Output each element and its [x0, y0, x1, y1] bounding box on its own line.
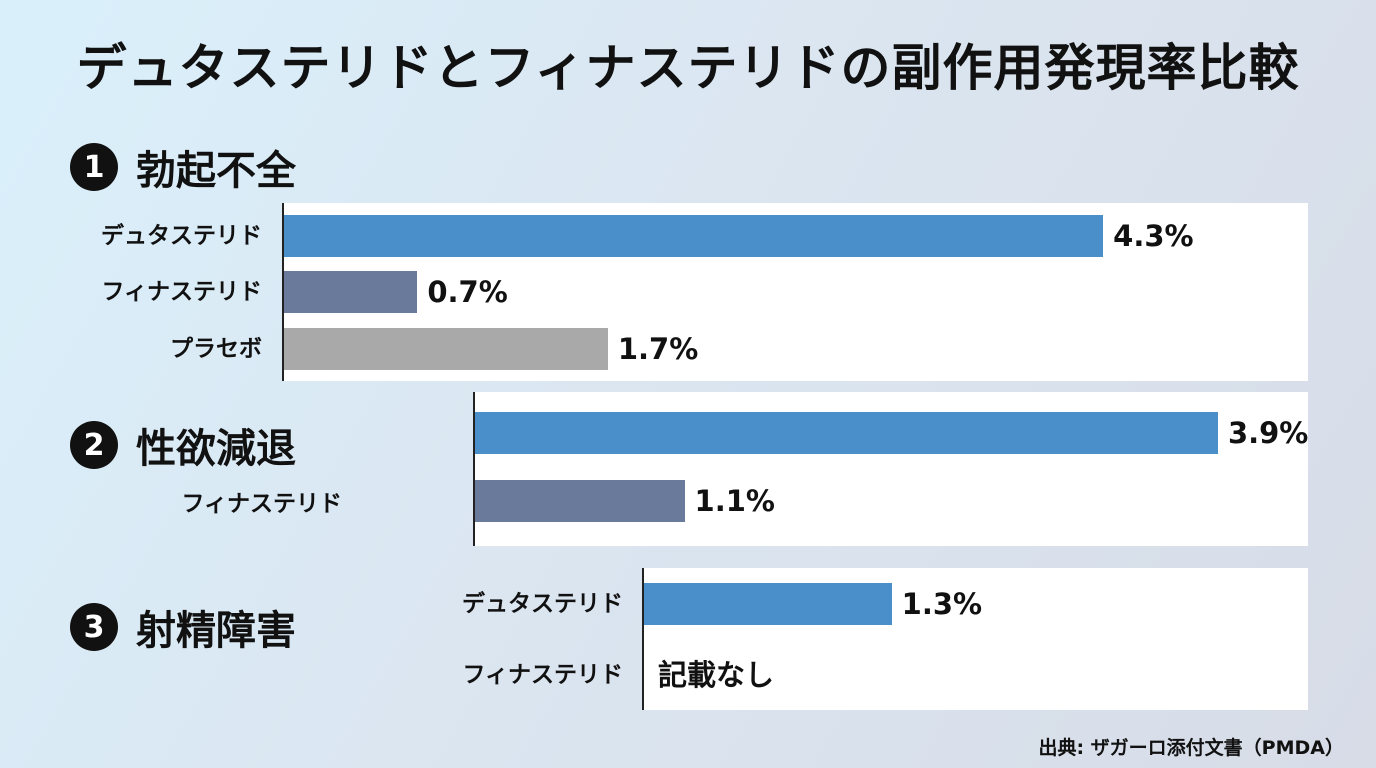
bar: [644, 583, 892, 625]
category-label: フィナステリド: [181, 491, 342, 517]
section-3-header: 3 射精障害: [70, 598, 296, 656]
value-label: 3.9%: [1227, 416, 1309, 450]
chart-panel-libido-decrease: 3.9% 1.1%: [473, 392, 1308, 546]
value-label: 1.3%: [901, 587, 983, 621]
value-label: 1.1%: [694, 484, 775, 518]
bar: [475, 412, 1218, 454]
section-1-header: 1 勃起不全: [70, 138, 296, 196]
section-title: 射精障害: [136, 608, 296, 654]
section-2-header: 2 性欲減退: [70, 416, 296, 474]
not-listed-note: 記載なし: [658, 658, 775, 692]
category-label: デュタステリド: [462, 591, 623, 617]
section-title: 性欲減退: [136, 426, 296, 472]
bar: [284, 271, 418, 313]
chart-panel-ejaculation-disorder: 記載なし 1.3%: [642, 568, 1308, 710]
value-label: 0.7%: [427, 275, 508, 309]
value-label: 1.7%: [617, 332, 699, 366]
value-label: 4.3%: [1113, 219, 1194, 253]
page-title: デュタステリドとフィナステリドの副作用発現率比較: [76, 39, 1300, 97]
category-label: フィナステリド: [462, 662, 623, 688]
category-label: フィナステリド: [101, 279, 262, 305]
section-number-badge: 1: [70, 143, 118, 191]
bar: [284, 328, 608, 370]
section-number-badge: 2: [70, 421, 118, 469]
category-label: プラセボ: [170, 336, 262, 362]
source-note: 出典: ザガーロ添付文書（PMDA）: [1038, 737, 1344, 759]
bar: [284, 215, 1104, 257]
section-title: 勃起不全: [136, 148, 296, 194]
chart-panel-erectile-dysfunction: 4.3% 0.7% 1.7%: [282, 203, 1308, 381]
bar: [475, 480, 685, 522]
section-number-badge: 3: [70, 603, 118, 651]
category-label: デュタステリド: [101, 223, 262, 249]
